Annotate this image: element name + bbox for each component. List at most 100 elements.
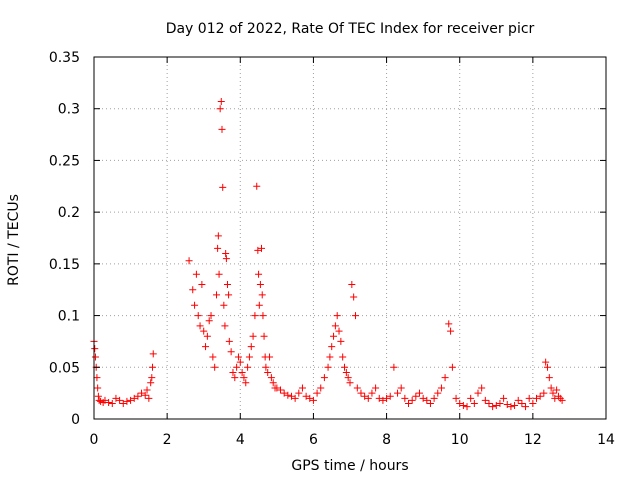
data-point [503, 401, 511, 409]
data-point [203, 332, 211, 340]
data-point [130, 394, 138, 402]
data-point [533, 394, 541, 402]
data-point [112, 394, 120, 402]
data-point [251, 312, 259, 320]
y-tick-label: 0.2 [58, 205, 80, 221]
data-point [470, 399, 478, 407]
data-point [242, 379, 250, 387]
data-point [258, 291, 266, 299]
data-point [249, 332, 257, 340]
data-point [478, 384, 486, 392]
data-point [344, 374, 352, 382]
data-point [222, 255, 230, 263]
data-point [339, 353, 347, 361]
y-tick-label: 0.15 [49, 257, 80, 273]
data-point [215, 270, 223, 278]
data-point [221, 322, 229, 330]
data-point [236, 358, 244, 366]
data-point [189, 286, 197, 294]
grid-layer [94, 57, 606, 419]
data-point [291, 394, 299, 402]
data-point [394, 389, 402, 397]
data-point [256, 281, 264, 289]
data-point [467, 394, 475, 402]
data-point [229, 368, 237, 376]
data-point [253, 182, 261, 190]
data-point [225, 291, 233, 299]
data-point [134, 392, 142, 400]
data-point [408, 396, 416, 404]
data-point [94, 384, 102, 392]
data-point [448, 363, 456, 371]
data-point [196, 322, 204, 330]
data-point [549, 389, 557, 397]
data-point [262, 363, 270, 371]
data-point [558, 396, 566, 404]
data-point [364, 394, 372, 402]
data-point [331, 322, 339, 330]
data-point [194, 312, 202, 320]
data-point [543, 363, 551, 371]
data-point [525, 394, 533, 402]
data-point [149, 363, 157, 371]
data-point [540, 389, 548, 397]
data-point [94, 392, 102, 400]
data-point [390, 363, 398, 371]
data-point [225, 337, 233, 345]
data-point [298, 384, 306, 392]
data-point [437, 384, 445, 392]
data-point [127, 396, 135, 404]
x-tick-label: 4 [236, 432, 245, 448]
data-point [143, 386, 151, 394]
data-point [138, 389, 146, 397]
data-point [379, 396, 387, 404]
data-point [545, 374, 553, 382]
data-point [423, 396, 431, 404]
data-point [518, 399, 526, 407]
data-point [547, 384, 555, 392]
data-point [273, 384, 281, 392]
data-point [269, 379, 277, 387]
data-point [220, 301, 228, 309]
data-point [357, 389, 365, 397]
data-point [317, 384, 325, 392]
data-point [405, 399, 413, 407]
data-point [257, 244, 265, 252]
data-point [207, 312, 215, 320]
data-point [255, 270, 263, 278]
y-tick-label: 0.05 [49, 360, 80, 376]
data-point [277, 386, 285, 394]
data-points [90, 97, 566, 411]
data-point [306, 394, 314, 402]
data-point [492, 402, 500, 410]
y-tick-label: 0.3 [58, 102, 80, 118]
data-point [412, 392, 420, 400]
data-point [247, 343, 255, 351]
data-point [198, 281, 206, 289]
data-point [522, 403, 530, 411]
data-point [313, 389, 321, 397]
data-point [214, 232, 222, 240]
data-point [302, 392, 310, 400]
data-point [383, 394, 391, 402]
data-point [91, 345, 99, 353]
data-point [91, 353, 99, 361]
data-point [500, 394, 508, 402]
data-point [223, 281, 231, 289]
data-point [213, 291, 221, 299]
data-point [481, 396, 489, 404]
data-point [147, 379, 155, 387]
data-point [280, 389, 288, 397]
y-axis-label: ROTI / TECUs [6, 194, 22, 286]
data-point [496, 399, 504, 407]
data-point [463, 403, 471, 411]
data-point [529, 399, 537, 407]
data-point [185, 257, 193, 265]
x-tick-label: 14 [597, 432, 615, 448]
axis-ticks: 0 2 4 6 8 10 12 14 0 0.05 0.1 0.15 0.2 0.25 0.3 0.35 [49, 50, 615, 448]
data-point [267, 374, 275, 382]
data-point [205, 317, 213, 325]
data-point [105, 398, 113, 406]
